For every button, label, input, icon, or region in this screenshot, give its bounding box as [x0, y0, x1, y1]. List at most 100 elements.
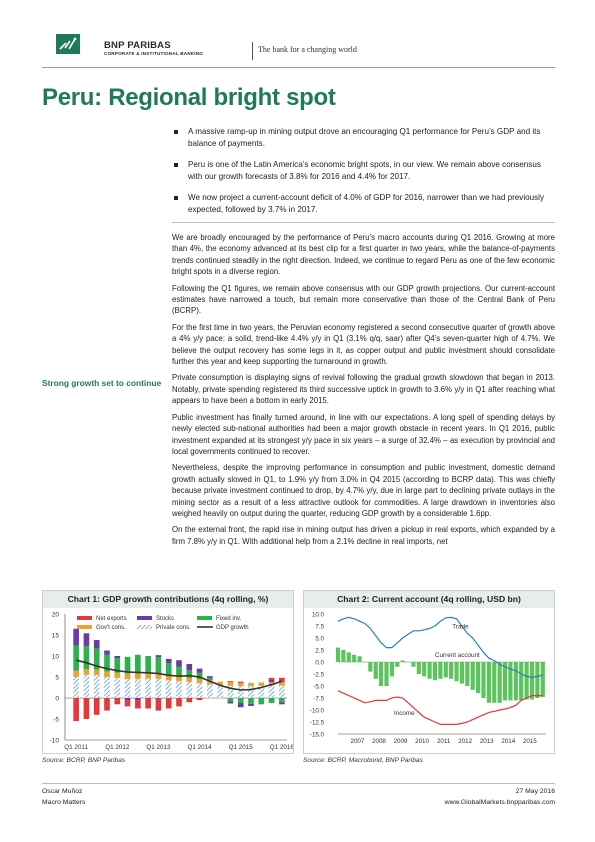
bar-segment: [155, 698, 162, 711]
page-title: Peru: Regional bright spot: [42, 84, 336, 111]
bar-segment: [165, 663, 172, 676]
legend-swatch: [137, 616, 152, 620]
y-tick-label: 15: [52, 633, 60, 640]
bullet-square-icon: [174, 130, 178, 134]
bar-segment: [227, 682, 234, 686]
bar-segment: [237, 686, 244, 698]
y-tick-label: 5: [55, 675, 59, 682]
y-tick-label: 0.0: [315, 660, 324, 667]
paragraph: Public investment has finally turned aro…: [172, 412, 555, 456]
y-tick-label: 10: [52, 654, 60, 661]
x-tick-label: Q1 2016: [270, 744, 293, 751]
x-tick-label: 2015: [523, 738, 537, 745]
bar-segment: [196, 679, 203, 684]
current-account-bar: [508, 662, 513, 701]
bar-segment: [268, 698, 275, 704]
y-tick-label: 5.0: [315, 636, 324, 643]
bar-segment: [135, 673, 141, 680]
paragraph: For the first time in two years, the Per…: [172, 322, 555, 367]
bar-segment: [196, 668, 203, 673]
x-tick-label: 2007: [351, 738, 365, 745]
y-tick-label: -15.0: [310, 732, 325, 739]
x-tick-label: 2012: [458, 738, 472, 745]
current-account-bar: [502, 662, 508, 701]
legend-swatch: [137, 625, 152, 629]
current-account-bar: [357, 656, 362, 662]
y-tick-label: -5: [53, 717, 59, 724]
y-tick-label: -2.5: [313, 672, 324, 679]
income-line: [337, 690, 543, 725]
current-account-bar: [486, 662, 491, 703]
bar-segment: [83, 674, 90, 698]
bar-segment: [114, 698, 121, 705]
x-tick-label: 2013: [480, 738, 494, 745]
bullet-square-icon: [174, 163, 178, 167]
bar-segment: [217, 685, 223, 698]
bar-segment: [124, 698, 131, 701]
current-account-bar: [454, 662, 459, 682]
bar-segment: [176, 660, 182, 667]
bar-segment: [227, 681, 234, 683]
bar-segment: [93, 698, 100, 715]
current-account-bar: [513, 662, 518, 701]
current-account-bar: [368, 662, 373, 672]
trade-line: [337, 616, 543, 679]
legend-swatch: [77, 625, 92, 629]
current-account-bar: [341, 650, 346, 662]
paragraph: On the external front, the rapid rise in…: [172, 525, 555, 546]
chart-1-panel: Chart 1: GDP growth contributions (4q ro…: [42, 590, 294, 754]
bar-segment: [93, 674, 100, 698]
x-tick-label: 2010: [415, 738, 429, 745]
bar-segment: [279, 682, 285, 686]
bar-segment: [83, 633, 90, 646]
x-tick-label: Q1 2015: [229, 744, 254, 751]
current-account-bar: [470, 662, 475, 690]
current-account-bar: [352, 654, 357, 662]
series-label-trade: Trade: [452, 623, 469, 630]
bar-segment: [207, 684, 213, 698]
current-account-bar: [422, 662, 427, 677]
bar-segment: [207, 680, 213, 685]
x-tick-label: Q1 2011: [64, 744, 88, 751]
bar-segment: [165, 698, 172, 709]
bar-segment: [93, 648, 100, 670]
bar-segment: [114, 656, 121, 659]
bar-segment: [73, 670, 79, 677]
current-account-bar: [346, 652, 351, 662]
bar-segment: [73, 628, 79, 646]
legend-label: GDP growth: [216, 625, 249, 631]
x-tick-label: 2009: [394, 738, 408, 745]
header-divider: [252, 42, 253, 60]
legend-swatch: [197, 616, 212, 620]
bar-segment: [196, 698, 203, 701]
key-point: A massive ramp-up in mining output drove…: [172, 126, 555, 150]
y-tick-label: -10: [50, 738, 60, 745]
bar-segment: [83, 669, 90, 675]
bar-segment: [135, 679, 141, 698]
side-heading: Strong growth set to continue: [42, 378, 162, 388]
current-account-bar: [411, 662, 416, 667]
bar-segment: [114, 658, 121, 673]
y-tick-label: 7.5: [315, 624, 324, 631]
current-account-bar: [379, 662, 384, 686]
bar-segment: [104, 654, 110, 672]
chart-2-source: Source: BCRP, Macrobond, BNP Paribas: [303, 757, 423, 764]
legend-label: Private cons.: [156, 625, 191, 631]
current-account-bar: [400, 660, 405, 662]
bar-segment: [155, 674, 162, 680]
bar-segment: [237, 681, 244, 683]
bar-segment: [176, 666, 182, 677]
footer-date: 27 May 2016: [515, 788, 555, 795]
bar-segment: [207, 676, 213, 679]
legend-swatch: [77, 616, 92, 620]
bar-segment: [73, 645, 79, 671]
key-points: A massive ramp-up in mining output drove…: [172, 126, 555, 225]
footer-divider: [42, 783, 555, 784]
bnp-paribas-logo-icon: [56, 34, 80, 54]
y-tick-label: 10.0: [312, 612, 325, 619]
bar-segment: [104, 650, 110, 655]
paragraph: Following the Q1 figures, we remain abov…: [172, 283, 555, 316]
current-account-bar: [481, 662, 486, 698]
current-account-bar: [497, 662, 502, 703]
section-divider: [172, 222, 555, 223]
